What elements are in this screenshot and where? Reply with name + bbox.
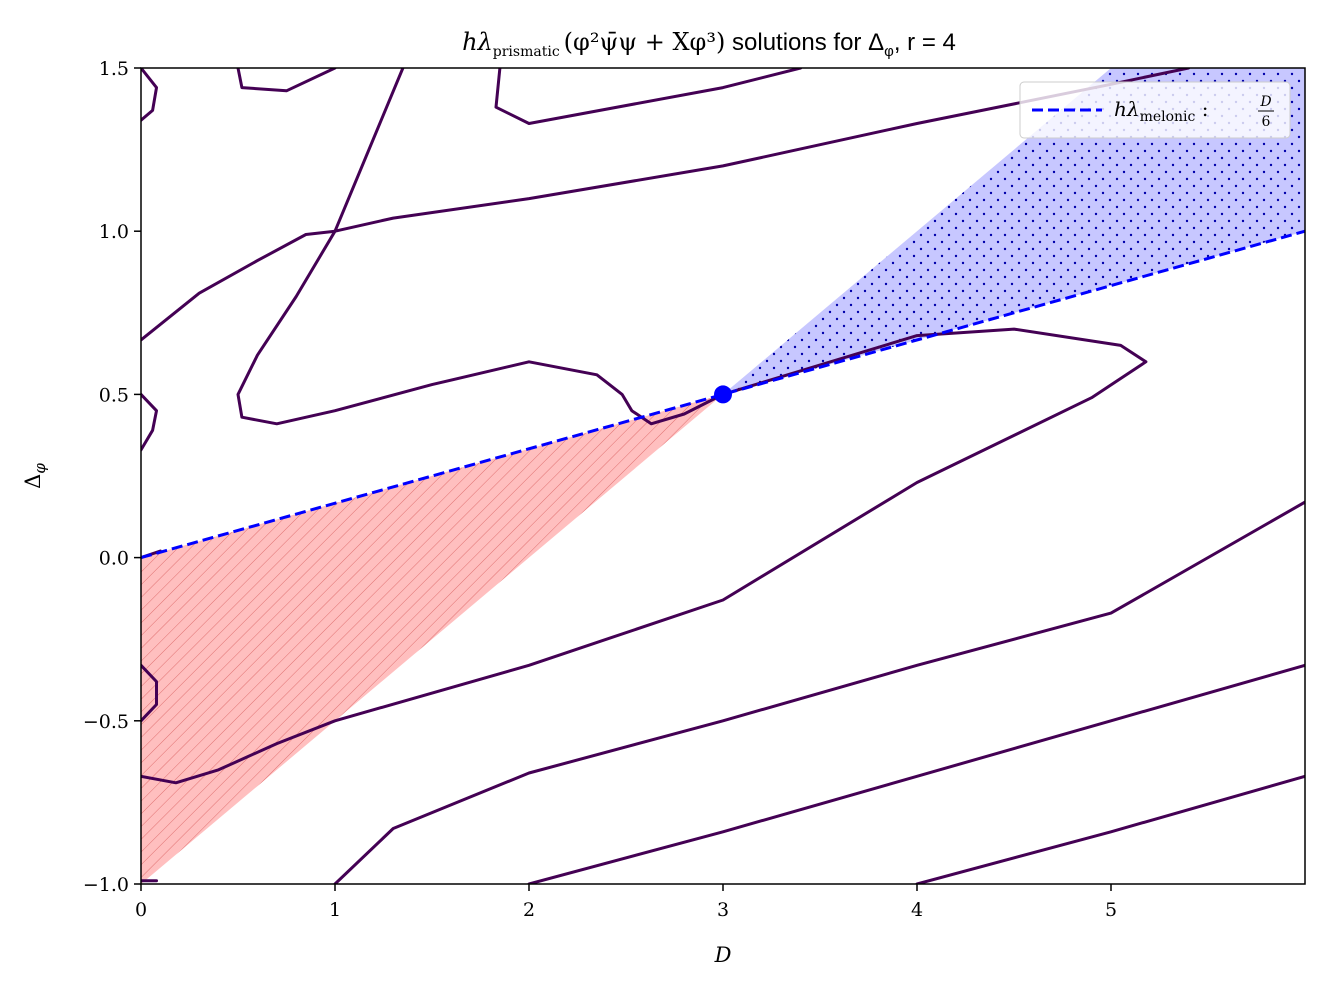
- x-tick-label: 3: [717, 899, 729, 921]
- legend-label-melonic: hλmelonic :: [1114, 97, 1208, 125]
- contour-line-1: [141, 68, 1191, 342]
- contour-line-3: [494, 68, 803, 125]
- contour-line-10: [141, 663, 158, 723]
- x-axis-label: D: [714, 943, 732, 967]
- x-tick-label: 1: [329, 899, 341, 921]
- legend: hλmelonic : D 6: [1019, 81, 1291, 139]
- contour-line-7: [915, 774, 1305, 884]
- plot-area: [141, 68, 1305, 884]
- x-tick-label: 4: [911, 899, 923, 921]
- contour-line-8: [141, 68, 158, 122]
- y-axis-label: Δφ: [21, 463, 49, 489]
- y-tick-label: −1.0: [83, 874, 129, 896]
- blue-dot-pattern: [723, 68, 1305, 395]
- x-tick-label: 2: [523, 899, 535, 921]
- contour-lines: [141, 68, 1305, 884]
- y-tick-label: 0.0: [99, 548, 129, 570]
- contour-line-2: [236, 68, 337, 93]
- melonic-dashed-line: [141, 229, 1305, 560]
- y-tick-label: 1.0: [99, 221, 129, 243]
- x-tick-label: 0: [135, 899, 147, 921]
- contour-line-6: [527, 663, 1305, 884]
- red-hatch-pattern: [141, 394, 723, 884]
- y-tick-label: 1.5: [99, 58, 129, 80]
- legend-frac-numerator: D: [1259, 94, 1271, 110]
- contour-line-9: [141, 392, 158, 452]
- legend-box: [1019, 81, 1291, 139]
- chart-title: hλprismatic (φ²ψ̄ψ + Xφ³) solutions for Δ…: [462, 28, 956, 60]
- x-axis-ticks: 0 1 2 3 4 5: [135, 884, 1117, 921]
- legend-frac-denominator: 6: [1262, 114, 1271, 130]
- y-tick-label: −0.5: [83, 711, 129, 733]
- y-tick-label: 0.5: [99, 384, 129, 406]
- contour-line-4: [141, 68, 1148, 785]
- y-axis-ticks: −1.0 −0.5 0.0 0.5 1.0 1.5: [83, 58, 141, 896]
- contour-line-5: [333, 500, 1305, 884]
- x-tick-label: 5: [1105, 899, 1117, 921]
- melonic-marker-point: [714, 385, 732, 404]
